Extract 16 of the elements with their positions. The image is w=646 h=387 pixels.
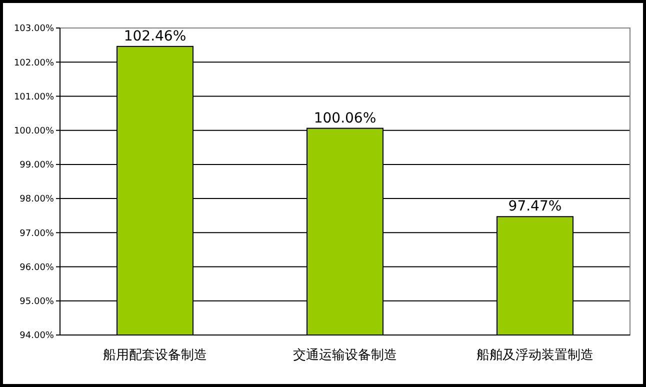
y-tick-label: 100.00% xyxy=(14,126,54,136)
x-tick-label: 船用配套设备制造 xyxy=(103,348,207,363)
data-label: 97.47% xyxy=(508,198,562,215)
x-tick-label: 船舶及浮动装置制造 xyxy=(476,348,594,363)
x-tick-label: 交通运输设备制造 xyxy=(293,347,397,363)
y-tick-label: 95.00% xyxy=(20,297,54,308)
y-tick-label: 96.00% xyxy=(20,262,54,273)
y-tick-label: 94.00% xyxy=(20,331,54,342)
y-tick-label: 98.00% xyxy=(20,194,54,205)
y-tick-label: 103.00% xyxy=(14,24,54,34)
y-tick-label: 102.00% xyxy=(14,58,54,68)
data-label: 102.46% xyxy=(124,28,186,44)
y-tick-label: 101.00% xyxy=(14,92,54,102)
y-tick-label: 97.00% xyxy=(20,228,54,239)
y-tick-label: 99.00% xyxy=(20,160,54,171)
data-label: 100.06% xyxy=(314,110,376,126)
